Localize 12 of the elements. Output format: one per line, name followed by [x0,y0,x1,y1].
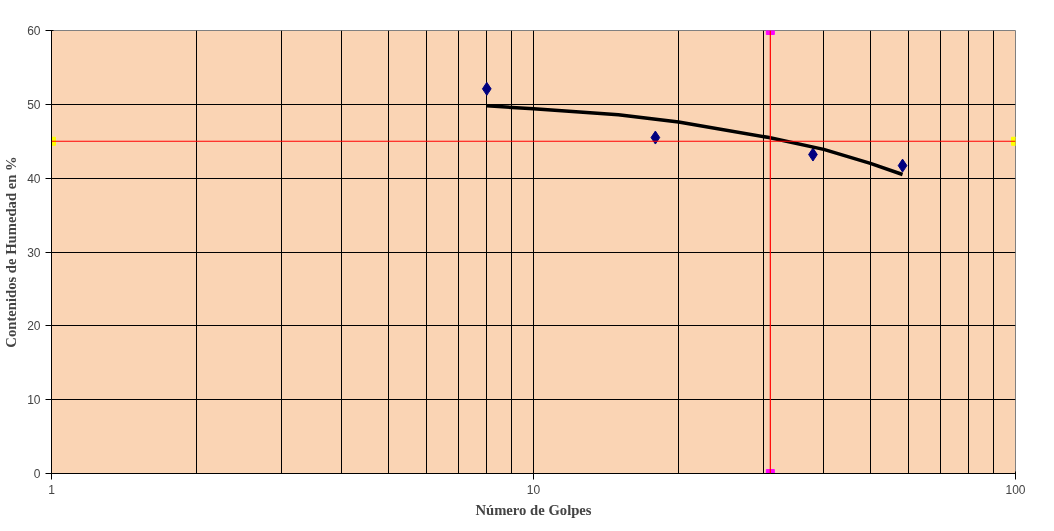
x-axis-title: Número de Golpes [475,501,592,518]
y-tick-label: 40 [27,171,41,186]
x-tick-label: 100 [1005,482,1026,497]
y-tick-label: 20 [27,319,41,334]
x-tick-label: 10 [526,482,541,497]
y-tick-label: 60 [27,24,41,38]
y-tick-label: 0 [33,467,41,481]
y-axis-title: Contenidos de Humedad en % [3,156,20,348]
y-tick-label: 30 [27,245,41,260]
y-tick-label: 50 [27,97,41,112]
y-tick-label: 10 [27,393,41,408]
x-tick-label: 1 [48,482,56,497]
